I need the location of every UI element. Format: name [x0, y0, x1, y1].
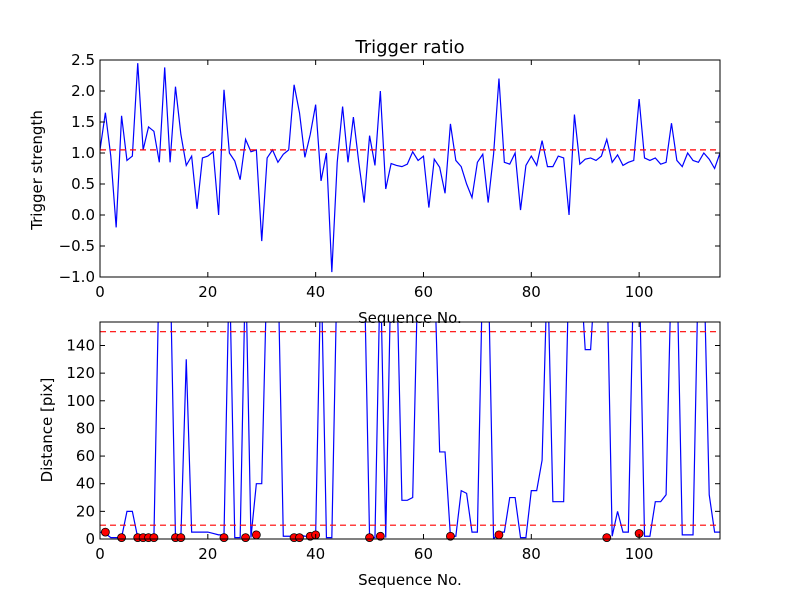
x-tick-label: 0: [95, 283, 105, 301]
x-tick-label: 80: [522, 283, 541, 301]
y-tick-label: −0.5: [59, 237, 95, 255]
data-point: [100, 527, 110, 537]
data-point: [602, 533, 612, 543]
series-line: [100, 63, 720, 273]
y-tick-label: 0.5: [71, 175, 95, 193]
y-tick-label: 120: [66, 364, 95, 382]
data-point: [375, 531, 385, 541]
x-tick-label: 100: [625, 283, 654, 301]
x-tick-label: 40: [306, 545, 325, 563]
y-tick-label: 140: [66, 336, 95, 354]
y-tick-label: 60: [76, 447, 95, 465]
x-tick-label: 0: [95, 545, 105, 563]
data-point: [365, 533, 374, 543]
y-tick-label: −1.0: [59, 268, 95, 286]
axes-frame: [99, 321, 721, 540]
data-point: [149, 533, 159, 543]
x-tick-label: 20: [198, 283, 217, 301]
data-point: [117, 533, 126, 543]
x-tick-label: 100: [625, 545, 654, 563]
plot-area: 0 20 40 60 80 100 0 20 40 60 80 100 120 140: [66, 321, 721, 563]
x-axis-label: Sequence No.: [358, 309, 462, 327]
y-tick-label: 100: [66, 392, 95, 410]
x-tick-label: 80: [522, 545, 541, 563]
x-axis-label: Sequence No.: [358, 571, 462, 589]
chart-title: Trigger ratio: [354, 37, 464, 58]
y-tick-label: 80: [76, 419, 95, 437]
series-group: [100, 322, 720, 539]
y-tick-label: 1.0: [71, 144, 95, 162]
y-axis-label: Trigger strength: [28, 110, 46, 231]
y-tick-label: 40: [76, 475, 95, 493]
x-tick-label: 60: [414, 283, 433, 301]
plot-area: 0 20 40 60 80 100 −1.0 −0.5 0.0 0.5 1.0 1.5 2.0 2.5: [59, 51, 721, 301]
x-tick-label: 40: [306, 283, 325, 301]
y-tick-label: 2.0: [71, 82, 95, 100]
x-tick-label: 20: [198, 545, 217, 563]
series-line: [100, 322, 720, 539]
x-tick-label: 60: [414, 545, 433, 563]
axes-frame: [99, 59, 721, 278]
data-point: [295, 533, 304, 543]
data-point: [494, 530, 504, 540]
data-point: [176, 533, 186, 543]
data-point: [241, 533, 250, 543]
y-tick-label: 1.5: [71, 113, 95, 131]
y-tick-label: 2.5: [71, 51, 95, 69]
y-tick-label: 20: [76, 502, 95, 520]
y-tick-label: 0: [85, 530, 95, 548]
y-tick-label: 0.0: [71, 206, 95, 224]
series-group: [100, 63, 720, 273]
data-point: [251, 530, 261, 540]
data-point: [219, 533, 229, 543]
data-point: [446, 531, 455, 541]
distance-chart: Distance [pix] Sequence No. 0 20 40 60 80 100…: [38, 321, 721, 589]
y-axis-label: Distance [pix]: [38, 378, 56, 483]
